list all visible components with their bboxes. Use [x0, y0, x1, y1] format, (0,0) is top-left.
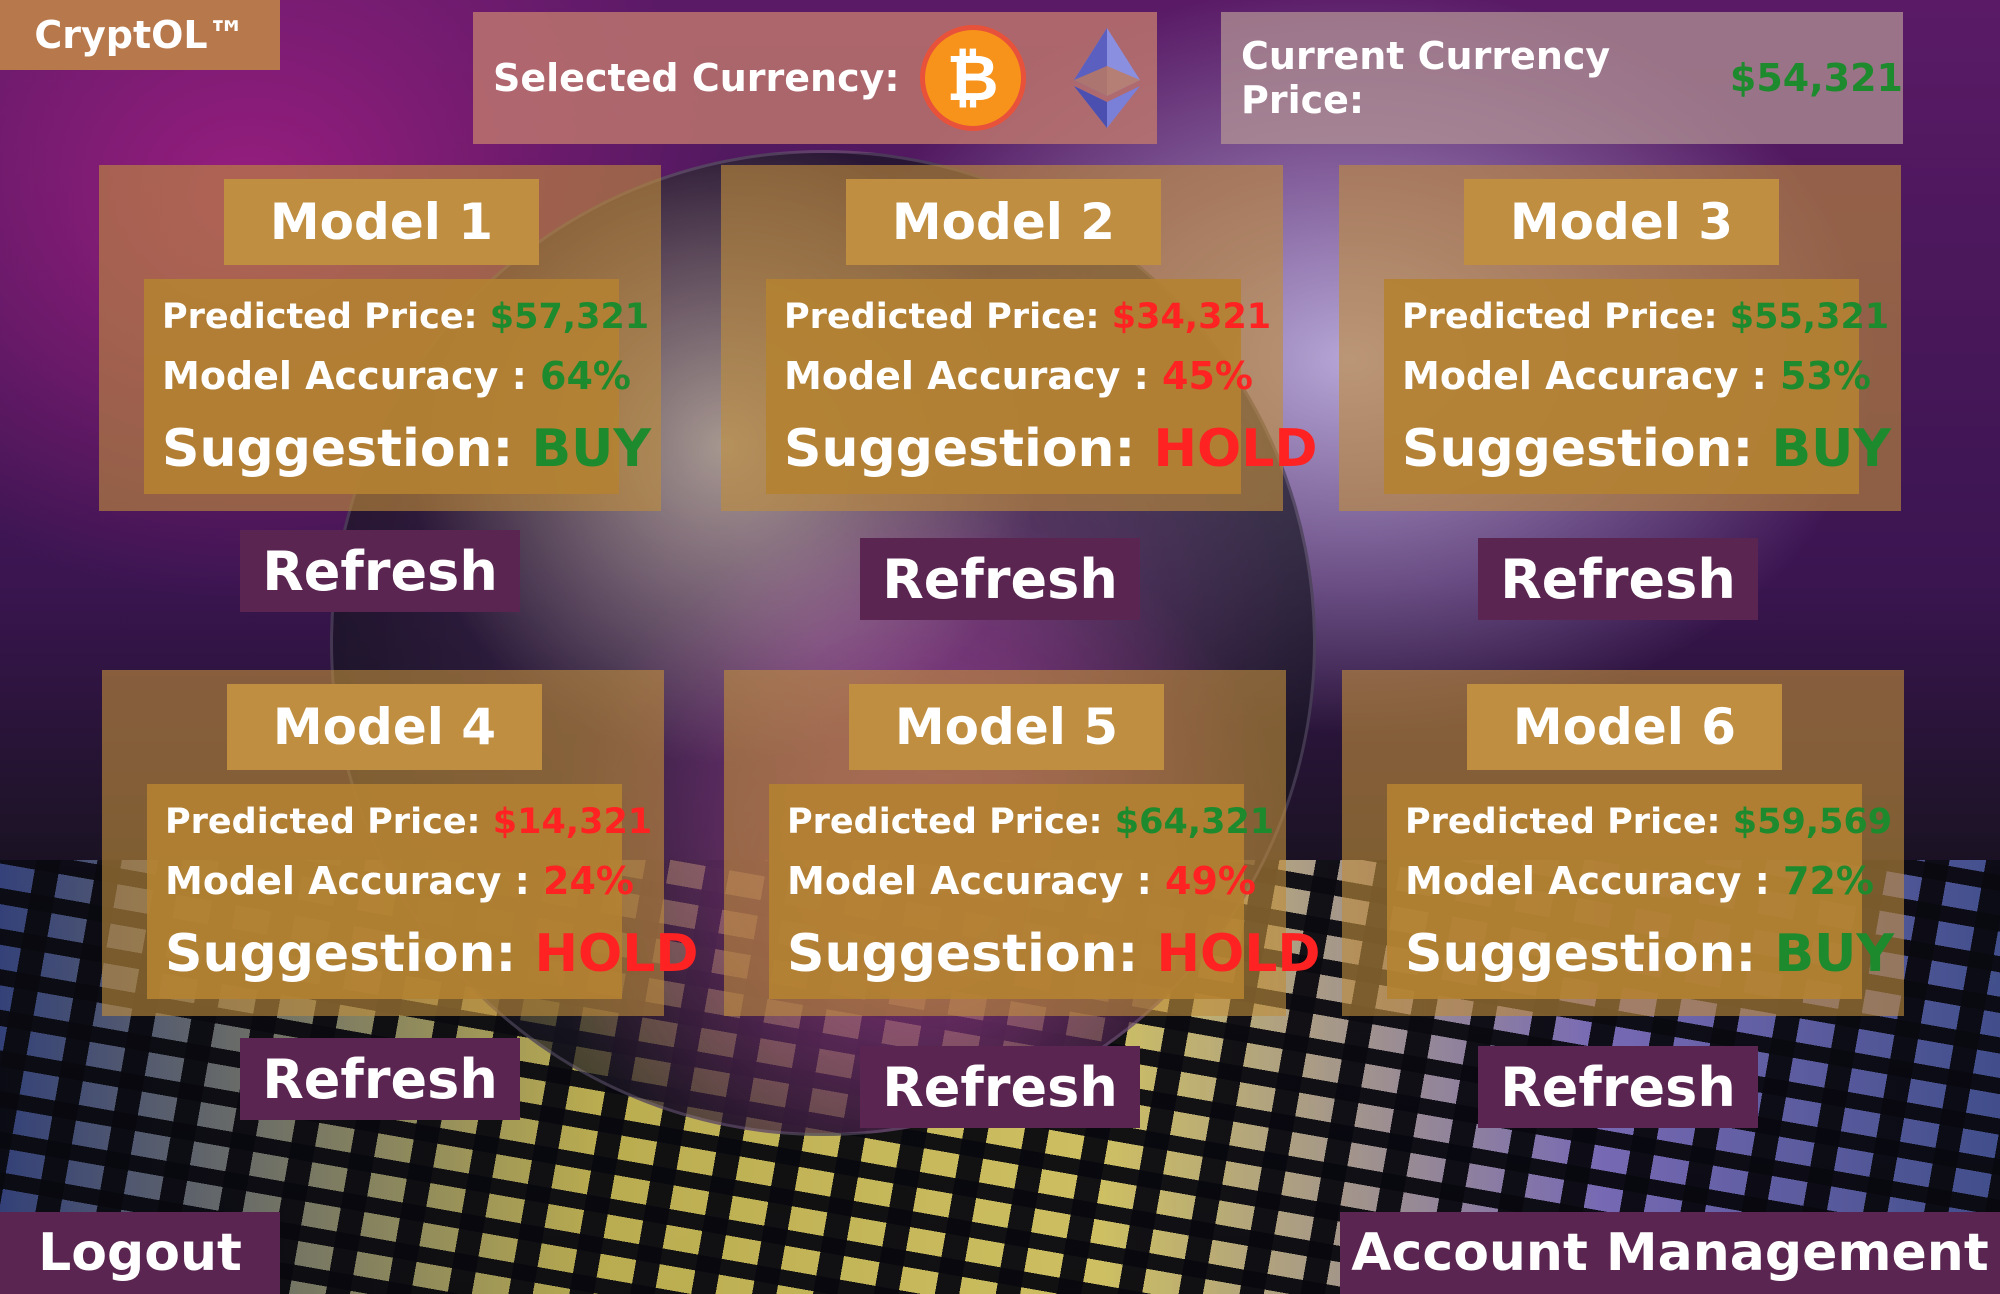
model-card-4: Model 4 Predicted Price: $14,321 Model A… — [102, 670, 699, 1016]
model-card-3: Model 3 Predicted Price: $55,321 Model A… — [1339, 165, 1901, 511]
suggestion-label: Suggestion: — [162, 419, 514, 479]
current-price-panel: Current Currency Price: $54,321 — [1221, 12, 1903, 144]
model-title: Model 6 — [1467, 684, 1782, 770]
suggestion-value: BUY — [1774, 924, 1894, 984]
model-title: Model 5 — [849, 684, 1164, 770]
current-price-value: $54,321 — [1729, 56, 1903, 100]
suggestion-label: Suggestion: — [1402, 419, 1754, 479]
predicted-price-value: $57,321 — [489, 297, 650, 337]
model-details: Predicted Price: $57,321 Model Accuracy … — [144, 279, 651, 494]
model-card-2: Model 2 Predicted Price: $34,321 Model A… — [721, 165, 1318, 511]
suggestion-value: HOLD — [1156, 924, 1321, 984]
ethereum-icon[interactable] — [1072, 28, 1142, 128]
model-accuracy-value: 45% — [1162, 354, 1253, 398]
predicted-price-row: Predicted Price: $34,321 — [784, 297, 1271, 337]
predicted-price-row: Predicted Price: $57,321 — [162, 297, 649, 337]
model-accuracy-value: 49% — [1165, 859, 1256, 903]
predicted-price-label: Predicted Price: — [784, 297, 1100, 337]
model-accuracy-label: Model Accuracy : — [162, 354, 527, 398]
model-title: Model 3 — [1464, 179, 1779, 265]
predicted-price-value: $34,321 — [1111, 297, 1272, 337]
model-accuracy-value: 53% — [1780, 354, 1871, 398]
refresh-button-model-2[interactable]: Refresh — [860, 538, 1140, 620]
predicted-price-label: Predicted Price: — [1405, 802, 1721, 842]
model-accuracy-row: Model Accuracy : 53% — [1402, 354, 1871, 398]
model-card-6: Model 6 Predicted Price: $59,569 Model A… — [1342, 670, 1904, 1016]
suggestion-label: Suggestion: — [1405, 924, 1757, 984]
predicted-price-label: Predicted Price: — [787, 802, 1103, 842]
predicted-price-row: Predicted Price: $14,321 — [165, 802, 652, 842]
suggestion-label: Suggestion: — [165, 924, 517, 984]
model-accuracy-value: 64% — [540, 354, 631, 398]
refresh-button-model-3[interactable]: Refresh — [1478, 538, 1758, 620]
suggestion-row: Suggestion: BUY — [1405, 924, 1894, 984]
selected-currency-label: Selected Currency: — [493, 56, 900, 100]
predicted-price-value: $14,321 — [492, 802, 653, 842]
suggestion-row: Suggestion: HOLD — [165, 924, 699, 984]
suggestion-value: HOLD — [1153, 419, 1318, 479]
suggestion-label: Suggestion: — [784, 419, 1136, 479]
model-accuracy-row: Model Accuracy : 49% — [787, 859, 1256, 903]
suggestion-label: Suggestion: — [787, 924, 1139, 984]
model-accuracy-row: Model Accuracy : 45% — [784, 354, 1253, 398]
predicted-price-value: $55,321 — [1729, 297, 1890, 337]
model-accuracy-label: Model Accuracy : — [787, 859, 1152, 903]
suggestion-row: Suggestion: HOLD — [784, 419, 1318, 479]
model-accuracy-value: 72% — [1783, 859, 1874, 903]
model-accuracy-label: Model Accuracy : — [1405, 859, 1770, 903]
bitcoin-icon[interactable]: ₿ — [919, 25, 1026, 131]
model-accuracy-label: Model Accuracy : — [1402, 354, 1767, 398]
current-price-label: Current Currency Price: — [1241, 34, 1611, 122]
model-card-1: Model 1 Predicted Price: $57,321 Model A… — [99, 165, 661, 511]
currency-selector: Selected Currency: ₿ — [473, 12, 1157, 144]
model-title: Model 1 — [224, 179, 539, 265]
refresh-button-model-5[interactable]: Refresh — [860, 1046, 1140, 1128]
model-accuracy-row: Model Accuracy : 24% — [165, 859, 634, 903]
model-card-5: Model 5 Predicted Price: $64,321 Model A… — [724, 670, 1321, 1016]
refresh-button-model-4[interactable]: Refresh — [240, 1038, 520, 1120]
model-details: Predicted Price: $55,321 Model Accuracy … — [1384, 279, 1891, 494]
predicted-price-label: Predicted Price: — [162, 297, 478, 337]
suggestion-row: Suggestion: BUY — [1402, 419, 1891, 479]
logout-button[interactable]: Logout — [0, 1212, 280, 1294]
model-details: Predicted Price: $59,569 Model Accuracy … — [1387, 784, 1894, 999]
predicted-price-label: Predicted Price: — [1402, 297, 1718, 337]
model-accuracy-row: Model Accuracy : 72% — [1405, 859, 1874, 903]
suggestion-value: BUY — [531, 419, 651, 479]
brand-logo: CryptOL™ — [0, 0, 280, 70]
model-details: Predicted Price: $64,321 Model Accuracy … — [769, 784, 1321, 999]
predicted-price-label: Predicted Price: — [165, 802, 481, 842]
model-title: Model 4 — [227, 684, 542, 770]
refresh-button-model-1[interactable]: Refresh — [240, 530, 520, 612]
refresh-button-model-6[interactable]: Refresh — [1478, 1046, 1758, 1128]
suggestion-value: BUY — [1771, 419, 1891, 479]
predicted-price-value: $64,321 — [1114, 802, 1275, 842]
predicted-price-row: Predicted Price: $55,321 — [1402, 297, 1889, 337]
model-accuracy-label: Model Accuracy : — [784, 354, 1149, 398]
suggestion-row: Suggestion: HOLD — [787, 924, 1321, 984]
suggestion-value: HOLD — [534, 924, 699, 984]
predicted-price-row: Predicted Price: $64,321 — [787, 802, 1274, 842]
model-details: Predicted Price: $34,321 Model Accuracy … — [766, 279, 1318, 494]
model-details: Predicted Price: $14,321 Model Accuracy … — [147, 784, 699, 999]
predicted-price-value: $59,569 — [1732, 802, 1893, 842]
model-title: Model 2 — [846, 179, 1161, 265]
account-management-button[interactable]: Account Management — [1340, 1212, 2000, 1294]
model-accuracy-value: 24% — [543, 859, 634, 903]
model-accuracy-label: Model Accuracy : — [165, 859, 530, 903]
model-accuracy-row: Model Accuracy : 64% — [162, 354, 631, 398]
suggestion-row: Suggestion: BUY — [162, 419, 651, 479]
predicted-price-row: Predicted Price: $59,569 — [1405, 802, 1892, 842]
